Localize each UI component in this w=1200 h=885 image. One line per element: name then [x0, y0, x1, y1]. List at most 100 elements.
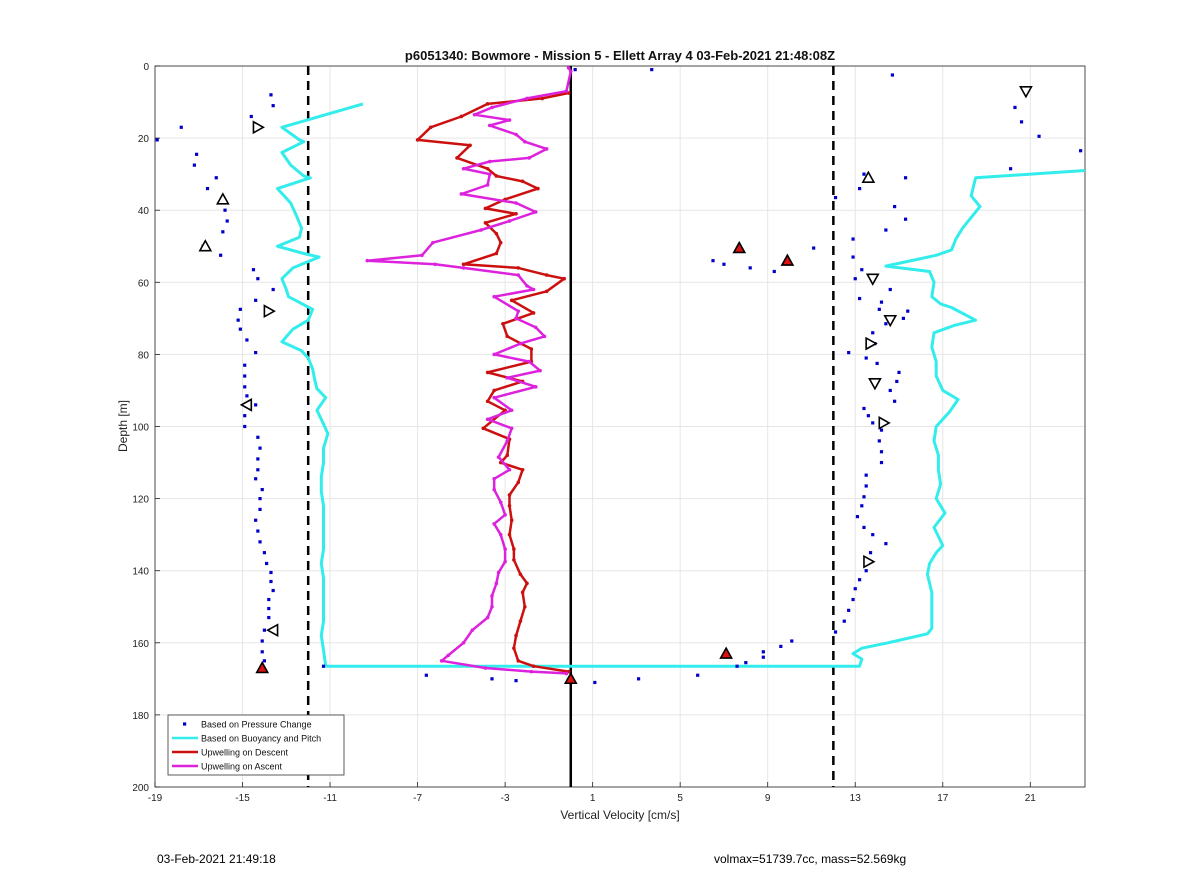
down-triangle-marker — [883, 314, 898, 328]
x-tick-label: -3 — [501, 793, 510, 804]
pressure-change-point — [243, 363, 247, 367]
pressure-change-point — [514, 679, 518, 683]
x-tick-label: -11 — [323, 793, 337, 804]
pressure-change-point — [895, 379, 899, 384]
y-tick-label: 80 — [138, 350, 150, 361]
series-3-point — [507, 219, 512, 223]
pressure-change-point — [888, 287, 892, 292]
series-2-point — [514, 633, 518, 638]
series-line-1 — [276, 102, 1086, 668]
x-axis-label: Vertical Velocity [cm/s] — [560, 808, 679, 822]
pressure-change-point — [267, 615, 271, 620]
pressure-change-point — [254, 477, 258, 481]
series-2-point — [520, 590, 525, 595]
pressure-change-point — [851, 255, 855, 259]
pressure-change-point — [790, 639, 794, 643]
series-3-point — [485, 417, 490, 422]
y-tick-label: 200 — [132, 783, 149, 794]
pressure-change-point — [833, 630, 838, 634]
series-2-point — [461, 262, 466, 267]
series-2-point — [481, 426, 486, 431]
pressure-change-point — [258, 507, 262, 512]
down-triangle-marker — [1019, 86, 1033, 99]
series-2-point — [516, 480, 521, 485]
series-3-point — [492, 352, 496, 357]
series-3-point — [496, 570, 501, 575]
pressure-change-point — [245, 338, 249, 342]
series-3-point — [483, 666, 488, 670]
series-3-point — [420, 253, 424, 258]
pressure-change-point — [260, 650, 264, 654]
legend-swatch — [183, 722, 187, 726]
pressure-change-point — [271, 287, 275, 292]
pressure-change-point — [901, 316, 905, 320]
series-3-point — [461, 641, 466, 645]
series-2-point — [509, 518, 514, 523]
pressure-change-point — [862, 172, 866, 176]
pressure-change-point — [269, 579, 273, 584]
pressure-change-point — [262, 659, 267, 663]
pressure-change-point — [842, 619, 846, 623]
y-tick-label: 40 — [138, 206, 150, 217]
pressure-change-point — [761, 655, 765, 659]
series-3-point — [431, 240, 435, 245]
series-3-point — [498, 532, 503, 537]
down-triangle-marker — [868, 378, 882, 391]
pressure-change-point — [711, 259, 715, 263]
series-3-point — [446, 653, 451, 658]
series-2-point — [540, 96, 545, 101]
pressure-change-point — [864, 484, 868, 488]
y-tick-label: 0 — [143, 62, 149, 73]
series-3-point — [564, 89, 569, 94]
series-3-point — [433, 262, 437, 267]
pressure-change-point — [593, 680, 597, 685]
series-3-point — [533, 325, 538, 330]
series-3-point — [459, 192, 464, 196]
series-2-point — [523, 604, 527, 609]
pressure-change-point — [812, 246, 816, 250]
series-3-point — [542, 334, 547, 339]
legend-label: Upwelling on Descent — [201, 748, 289, 758]
pressure-change-point — [772, 269, 776, 274]
series-2-point — [485, 102, 490, 106]
pressure-change-point — [858, 296, 862, 301]
series-3-point — [527, 156, 531, 160]
pressure-change-point — [243, 374, 247, 378]
series-2-point — [494, 231, 499, 236]
series-3-point — [485, 615, 490, 620]
pressure-change-point — [696, 673, 700, 677]
pressure-change-point — [637, 677, 641, 681]
series-3-point — [503, 559, 507, 564]
pressure-change-point — [243, 385, 247, 389]
series-3-point — [492, 522, 496, 526]
series-2-point — [501, 321, 505, 326]
pressure-change-point — [194, 152, 199, 156]
series-3-point — [523, 139, 527, 144]
pressure-change-point — [256, 529, 260, 533]
series-3-point — [488, 172, 492, 176]
pressure-change-point — [858, 186, 862, 191]
series-2-point — [518, 619, 523, 623]
series-layer — [155, 66, 1086, 685]
footer-timestamp: 03-Feb-2021 21:49:18 — [157, 852, 276, 866]
series-2-point — [544, 289, 549, 294]
pressure-change-point — [258, 540, 262, 544]
red-up-triangle-marker — [255, 660, 270, 674]
series-2-point — [512, 547, 516, 551]
pressure-change-point — [884, 228, 888, 232]
pressure-change-point — [722, 262, 726, 266]
pressure-change-point — [260, 487, 264, 492]
series-3-point — [568, 69, 573, 74]
pressure-change-point — [868, 551, 873, 555]
pressure-change-point — [864, 473, 868, 477]
pressure-change-point — [256, 468, 260, 472]
series-3-point — [516, 309, 521, 313]
pressure-change-point — [877, 439, 881, 443]
pressure-change-point — [251, 268, 256, 272]
pressure-change-point — [864, 569, 868, 573]
series-2-point — [520, 467, 525, 472]
pressure-change-point — [903, 176, 908, 180]
pressure-change-point — [179, 125, 183, 129]
series-line-2 — [416, 91, 569, 673]
series-3-point — [496, 455, 501, 459]
